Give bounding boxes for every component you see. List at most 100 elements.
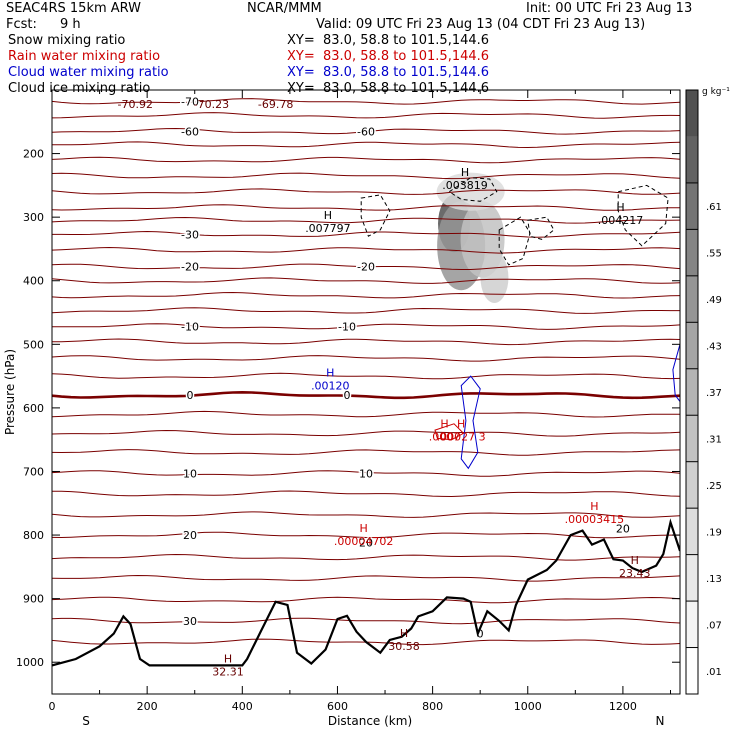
cloud-water-contour	[672, 344, 680, 403]
temperature-contour	[52, 372, 680, 380]
contour-label: 0	[477, 628, 484, 641]
colorbar-tick-label: .37	[706, 388, 722, 399]
temperature-contour	[52, 112, 680, 119]
colorbar-swatch	[686, 415, 698, 462]
colorbar-swatch	[686, 368, 698, 416]
colorbar-tick-label: .43	[706, 342, 722, 353]
field-xy-rain: XY= 83.0, 58.8 to 101.5,144.6	[287, 49, 490, 64]
contour-label: 30	[183, 615, 197, 628]
temperature-contour	[52, 246, 680, 254]
temperature-contour	[52, 291, 680, 299]
temperature-contour	[52, 531, 680, 539]
colorbar-tick-label: .55	[706, 249, 722, 260]
model-title: SEAC4RS 15km ARW	[6, 1, 142, 16]
colorbar-swatch	[686, 601, 698, 648]
extremum-value: 23.43	[619, 567, 651, 580]
temperature-contour	[52, 553, 680, 561]
colorbar-swatch	[686, 275, 698, 323]
contour-label: -20	[181, 261, 199, 274]
valid-time: Valid: 09 UTC Fri 23 Aug 13 (04 CDT Fri …	[316, 17, 646, 32]
field-name-cloudice: Cloud ice mixing ratio	[8, 81, 151, 96]
extremum-marker: H	[590, 500, 598, 513]
extremum-value: .003819	[442, 179, 488, 192]
field-name-snow: Snow mixing ratio	[8, 33, 126, 48]
temperature-contour	[52, 323, 680, 330]
colorbar-swatch	[686, 229, 698, 276]
colorbar-tick-label: .61	[706, 202, 722, 213]
extremum-value: -70.23	[194, 98, 229, 111]
y-tick-label: 200	[23, 148, 44, 161]
y-tick-label: 800	[23, 529, 44, 542]
extremum-marker: H	[616, 201, 624, 214]
y-tick-label: 300	[23, 211, 44, 224]
contour-label: 10	[359, 467, 373, 480]
temperature-contour	[52, 390, 680, 400]
forecast-value: 9 h	[60, 17, 81, 32]
south-label: S	[82, 714, 90, 728]
temperature-contour	[52, 141, 680, 149]
extremum-value: 30.58	[388, 640, 420, 653]
colorbar-swatch	[686, 508, 698, 555]
y-tick-label: 500	[23, 338, 44, 351]
snow-shading-blob	[436, 172, 505, 211]
y-tick-label: 400	[23, 275, 44, 288]
extremum-marker: H	[631, 554, 639, 567]
temperature-contour	[52, 156, 680, 164]
colorbar-swatch	[686, 461, 698, 509]
init-time: Init: 00 UTC Fri 23 Aug 13	[526, 1, 693, 16]
north-label: N	[656, 714, 665, 728]
extremum-marker: H	[324, 209, 332, 222]
cloud-ice-contour	[448, 177, 498, 202]
colorbar-swatch	[686, 647, 698, 694]
colorbar-tick-label: .49	[706, 295, 722, 306]
field-name-rain: Rain water mixing ratio	[8, 49, 161, 64]
x-tick-label: 0	[49, 700, 56, 713]
extremum-value: .00004702	[334, 535, 394, 548]
contour-label: 0	[343, 389, 350, 402]
contour-label: -30	[181, 228, 199, 241]
temperature-contour	[52, 307, 680, 314]
forecast-label: Fcst:	[6, 17, 37, 32]
extremum-marker: H	[359, 522, 367, 535]
extremum-value: 32.31	[212, 666, 244, 679]
colorbar-swatch	[686, 136, 698, 183]
colorbar-tick-label: .25	[706, 481, 722, 492]
extremum-marker: H	[461, 166, 469, 179]
colorbar-tick-label: .31	[706, 434, 722, 445]
colorbar-tick-label: .01	[706, 667, 722, 678]
rain-water-contour	[434, 423, 465, 441]
temperature-contour	[52, 511, 680, 518]
temperature-contour	[52, 490, 680, 498]
x-tick-label: 200	[137, 700, 158, 713]
contour-label: 10	[183, 467, 197, 480]
cloud-ice-contour	[527, 216, 555, 240]
temperature-contour	[52, 338, 680, 346]
temperature-contour	[52, 596, 680, 604]
temperature-contour	[52, 277, 680, 284]
temperature-contour	[52, 230, 680, 238]
y-tick-label: 1000	[16, 656, 44, 669]
colorbar-unit: g kg⁻¹	[702, 87, 730, 97]
extremum-value: .00027 3	[437, 430, 486, 443]
contour-label: -60	[181, 125, 199, 138]
extremum-value: .00120	[311, 379, 350, 392]
contour-label: -60	[357, 125, 375, 138]
temperature-contour	[52, 470, 680, 477]
extremum-value: -70.92	[118, 98, 153, 111]
colorbar-frame	[685, 89, 699, 695]
colorbar-swatch	[686, 554, 698, 602]
temperature-contour	[52, 617, 680, 625]
field-xy-cloudice: XY= 83.0, 58.8 to 101.5,144.6	[287, 81, 490, 96]
x-tick-label: 1000	[514, 700, 542, 713]
contour-label: -10	[181, 321, 199, 334]
x-tick-label: 1200	[609, 700, 637, 713]
temperature-contour	[52, 127, 680, 135]
temperature-contour	[52, 574, 680, 582]
terrain-line	[52, 518, 680, 667]
cloud-water-contour	[460, 375, 481, 470]
colorbar-tick-label: .13	[706, 574, 722, 585]
snow-shading-blob	[480, 252, 509, 303]
x-tick-label: 400	[232, 700, 253, 713]
plot-frame	[51, 89, 681, 695]
contour-label: 20	[616, 523, 630, 536]
